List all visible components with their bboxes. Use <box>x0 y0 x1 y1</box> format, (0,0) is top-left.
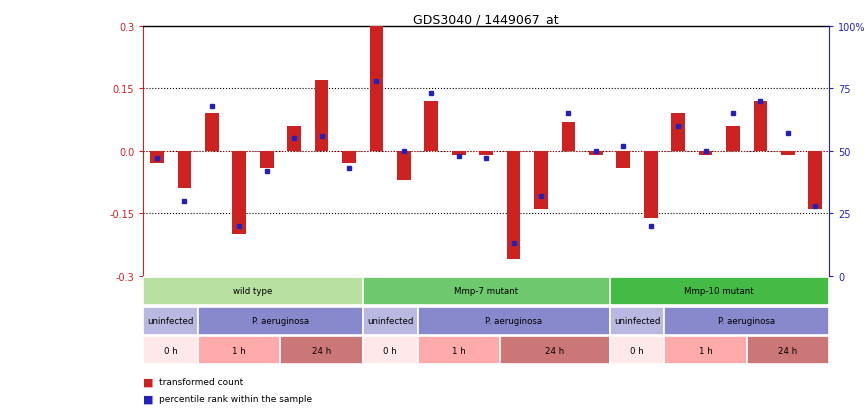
Bar <box>143 307 198 335</box>
Bar <box>699 152 713 156</box>
Bar <box>260 152 273 168</box>
Text: 24 h: 24 h <box>312 346 331 355</box>
Text: percentile rank within the sample: percentile rank within the sample <box>159 394 312 403</box>
Bar <box>534 152 548 210</box>
Bar <box>451 152 465 156</box>
Text: ■: ■ <box>143 394 154 404</box>
Bar <box>143 337 198 365</box>
Text: uninfected: uninfected <box>148 316 194 325</box>
Text: ■: ■ <box>143 377 154 387</box>
Text: 1 h: 1 h <box>699 346 713 355</box>
Text: 1 h: 1 h <box>233 346 247 355</box>
Bar <box>143 277 363 305</box>
Text: Mmp-7 mutant: Mmp-7 mutant <box>454 287 518 296</box>
Bar <box>671 114 685 152</box>
Bar <box>418 337 500 365</box>
Bar <box>370 27 383 152</box>
Bar <box>609 277 829 305</box>
Text: 1 h: 1 h <box>451 346 465 355</box>
Text: uninfected: uninfected <box>614 316 661 325</box>
Bar <box>233 152 247 235</box>
Bar <box>609 337 664 365</box>
Bar <box>363 307 418 335</box>
Bar <box>198 307 363 335</box>
Text: Mmp-10 mutant: Mmp-10 mutant <box>684 287 754 296</box>
Bar <box>424 102 438 152</box>
Text: 24 h: 24 h <box>545 346 564 355</box>
Bar <box>726 127 740 152</box>
Bar <box>644 152 657 218</box>
Bar <box>507 152 520 260</box>
Text: 0 h: 0 h <box>164 346 178 355</box>
Text: transformed count: transformed count <box>159 377 243 387</box>
Bar <box>287 127 301 152</box>
Bar <box>177 152 191 189</box>
Text: P. aeruginosa: P. aeruginosa <box>718 316 775 325</box>
Bar <box>314 81 328 152</box>
Bar <box>664 337 746 365</box>
Text: 24 h: 24 h <box>779 346 798 355</box>
Bar <box>397 152 411 180</box>
Text: uninfected: uninfected <box>367 316 413 325</box>
Bar <box>746 337 829 365</box>
Bar <box>479 152 493 156</box>
Text: 0 h: 0 h <box>383 346 397 355</box>
Bar <box>609 307 664 335</box>
Bar <box>150 152 164 164</box>
Bar <box>753 102 767 152</box>
Text: P. aeruginosa: P. aeruginosa <box>252 316 309 325</box>
Bar <box>616 152 630 168</box>
Bar <box>589 152 602 156</box>
Text: wild type: wild type <box>233 287 273 296</box>
Bar <box>808 152 822 210</box>
Bar <box>280 337 363 365</box>
Bar <box>363 337 418 365</box>
Bar <box>363 277 609 305</box>
Bar <box>562 123 575 152</box>
Bar <box>781 152 794 156</box>
Title: GDS3040 / 1449067_at: GDS3040 / 1449067_at <box>413 13 559 26</box>
Text: P. aeruginosa: P. aeruginosa <box>485 316 542 325</box>
Bar <box>418 307 609 335</box>
Bar <box>500 337 609 365</box>
Bar <box>205 114 219 152</box>
Bar <box>342 152 356 164</box>
Bar <box>664 307 829 335</box>
Bar <box>198 337 280 365</box>
Text: 0 h: 0 h <box>630 346 644 355</box>
